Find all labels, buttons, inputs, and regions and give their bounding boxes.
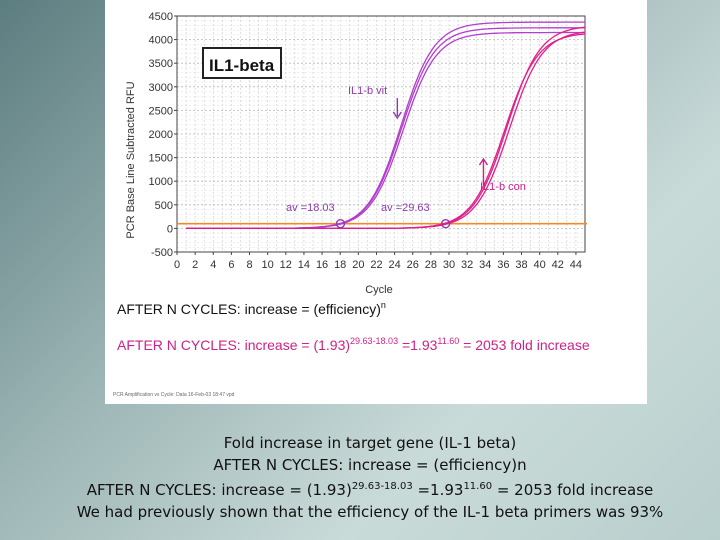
arrow-vit-head xyxy=(392,111,402,120)
x-tick-label: 32 xyxy=(461,259,473,271)
amplification-curves xyxy=(186,21,586,230)
x-tick-label: 40 xyxy=(534,259,546,271)
y-tick-label: -500 xyxy=(151,247,173,259)
caption-line-4: We had previously shown that the efficie… xyxy=(76,503,664,521)
y-tick-label: 3500 xyxy=(149,58,173,70)
chart-axes xyxy=(174,15,586,255)
formula-specific: AFTER N CYCLES: increase = (1.93)29.63-1… xyxy=(117,336,590,353)
x-tick-label: 26 xyxy=(407,259,419,271)
x-tick-label: 34 xyxy=(479,259,491,271)
chart-grid xyxy=(176,15,586,253)
y-tick-label: 1000 xyxy=(149,176,173,188)
x-tick-label: 38 xyxy=(515,259,527,271)
x-tick-label: 14 xyxy=(298,259,310,271)
caption-line-3: AFTER N CYCLES: increase = (1.93)29.63-1… xyxy=(86,481,654,499)
x-tick-label: 2 xyxy=(192,259,198,271)
series-label-vit: IL1-b vit xyxy=(348,85,387,97)
x-tick-label: 28 xyxy=(425,259,437,271)
tick-labels: -500050010001500200025003000350040004500… xyxy=(149,11,583,271)
chart-slide-image: -500 0 500 1000 1500 2000 2500 3000 3500 4000 4500… xyxy=(105,0,647,404)
x-tick-label: 12 xyxy=(280,259,292,271)
x-axis-title: Cycle xyxy=(365,284,393,296)
y-tick-label: 1500 xyxy=(149,153,173,165)
series-label-con: IL1-b con xyxy=(480,181,526,193)
y-tick-label: 4500 xyxy=(149,11,173,23)
title-box xyxy=(202,47,282,79)
amplification-curve xyxy=(186,31,586,230)
slide-caption: Fold increase in target gene (IL-1 beta)… xyxy=(0,432,720,523)
ct-marker-con xyxy=(440,218,451,229)
x-tick-label: 20 xyxy=(352,259,364,271)
x-tick-label: 6 xyxy=(228,259,234,271)
y-tick-label: 0 xyxy=(167,223,173,235)
chart-footer: PCR Amplification vs Cycle: Data 16-Feb-… xyxy=(113,392,235,398)
formula-general: AFTER N CYCLES: increase = (efficiency)n xyxy=(117,300,386,317)
x-tick-label: 16 xyxy=(316,259,328,271)
x-tick-label: 18 xyxy=(334,259,346,271)
x-tick-label: 30 xyxy=(443,259,455,271)
x-tick-label: 4 xyxy=(210,259,216,271)
y-tick-label: 4000 xyxy=(149,35,173,47)
x-tick-label: 8 xyxy=(246,259,252,271)
y-axis-title: PCR Base Line Subtracted RFU xyxy=(125,81,137,238)
y-tick-label: 500 xyxy=(155,200,173,212)
arrow-con-head xyxy=(478,157,489,166)
chart-title: IL1-beta xyxy=(209,56,275,75)
y-tick-label: 2500 xyxy=(149,105,173,117)
y-tick-label: 3000 xyxy=(149,82,173,94)
caption-line-1: Fold increase in target gene (IL-1 beta) xyxy=(223,434,517,452)
x-tick-label: 10 xyxy=(262,259,274,271)
y-tick-label: 2000 xyxy=(149,129,173,141)
x-tick-label: 42 xyxy=(552,259,564,271)
x-tick-label: 36 xyxy=(497,259,509,271)
x-tick-label: 0 xyxy=(174,259,180,271)
amplification-chart: -500050010001500200025003000350040004500… xyxy=(113,11,590,398)
x-tick-label: 44 xyxy=(570,259,582,271)
av-label-con: av =29.63 xyxy=(381,202,430,214)
x-tick-label: 24 xyxy=(388,259,400,271)
annotation-marks xyxy=(335,98,489,229)
x-tick-label: 22 xyxy=(370,259,382,271)
caption-line-2: AFTER N CYCLES: increase = (efficiency)n xyxy=(213,456,527,474)
av-label-vit: av =18.03 xyxy=(286,202,335,214)
ct-marker-vit xyxy=(335,218,346,229)
